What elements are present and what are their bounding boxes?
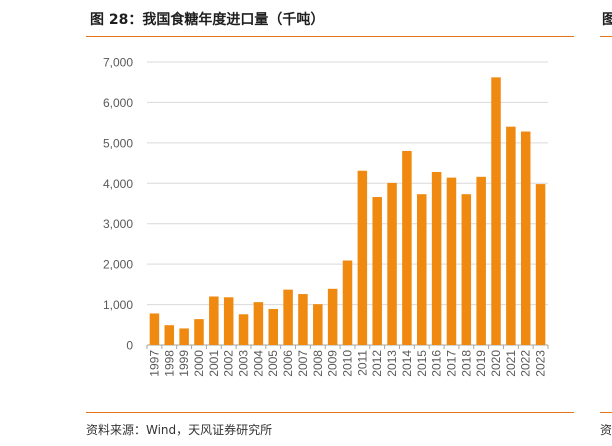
x-tick-label: 2015 [415,350,429,377]
bar [520,131,531,345]
y-tick-label: 7,000 [103,56,133,70]
bar [327,288,338,345]
bar [476,176,486,345]
title-underline [86,36,574,37]
x-tick-label: 2006 [281,350,295,377]
bar [342,260,353,345]
x-tick-label: 2020 [489,350,503,377]
x-tick-label: 2021 [504,350,518,377]
bar [298,294,308,345]
x-tick-label: 2012 [370,350,384,377]
bar [372,197,382,345]
x-tick-label: 2014 [400,350,414,377]
chart-title: 图 28：我国食糖年度进口量（千吨） [90,12,325,28]
source-note: 资料来源：Wind，天风证券研究所 [86,423,273,437]
x-tick-label: 2000 [192,350,206,377]
x-tick-label: 2004 [251,350,265,377]
bar [461,194,472,345]
x-tick-label: 1999 [177,350,191,377]
bar [535,184,546,345]
x-tick-label: 2003 [237,350,251,377]
x-tick-label: 2005 [266,350,280,377]
bar [238,314,249,345]
y-tick-label: 3,000 [103,217,133,231]
source-rule [86,412,574,413]
bar [268,309,278,345]
x-tick-label: 2017 [444,350,458,377]
x-tick-label: 2016 [430,350,444,377]
bar [357,170,368,345]
bar [253,302,264,345]
bar [402,150,412,345]
x-tick-label: 2009 [326,350,340,377]
adjacent-source-fragment: 资 [600,423,612,437]
bar [223,297,234,345]
x-tick-label: 2018 [459,350,473,377]
bar [387,182,397,345]
x-tick-label: 1997 [147,350,161,377]
bar [194,319,204,345]
adjacent-source-rule [600,412,612,413]
bar [506,126,516,345]
bar [491,77,501,345]
bar [431,171,442,345]
x-tick-label: 2001 [207,350,221,377]
bar [149,313,160,345]
adjacent-title-underline [600,36,612,37]
x-tick-label: 2008 [311,350,325,377]
x-tick-label: 2002 [222,350,236,377]
y-tick-label: 4,000 [103,177,133,191]
y-tick-label: 2,000 [103,258,133,272]
x-tick-label: 2023 [534,350,548,377]
y-tick-label: 5,000 [103,136,133,150]
bar [417,194,427,345]
bar [283,289,293,345]
bar [209,296,219,345]
x-tick-label: 2013 [385,350,399,377]
bar [313,304,323,345]
bar [179,328,189,345]
x-tick-label: 2011 [355,350,369,376]
y-tick-label: 1,000 [103,298,133,312]
x-tick-label: 2007 [296,350,310,377]
x-tick-label: 2019 [474,350,488,377]
bar [446,177,457,345]
adjacent-chart-title-fragment: 图 [602,12,612,28]
bar [164,325,175,345]
y-tick-label: 0 [126,339,133,353]
x-tick-label: 2010 [341,350,355,377]
y-tick-label: 6,000 [103,96,133,110]
x-tick-label: 1998 [162,350,176,377]
x-tick-label: 2022 [519,350,533,377]
